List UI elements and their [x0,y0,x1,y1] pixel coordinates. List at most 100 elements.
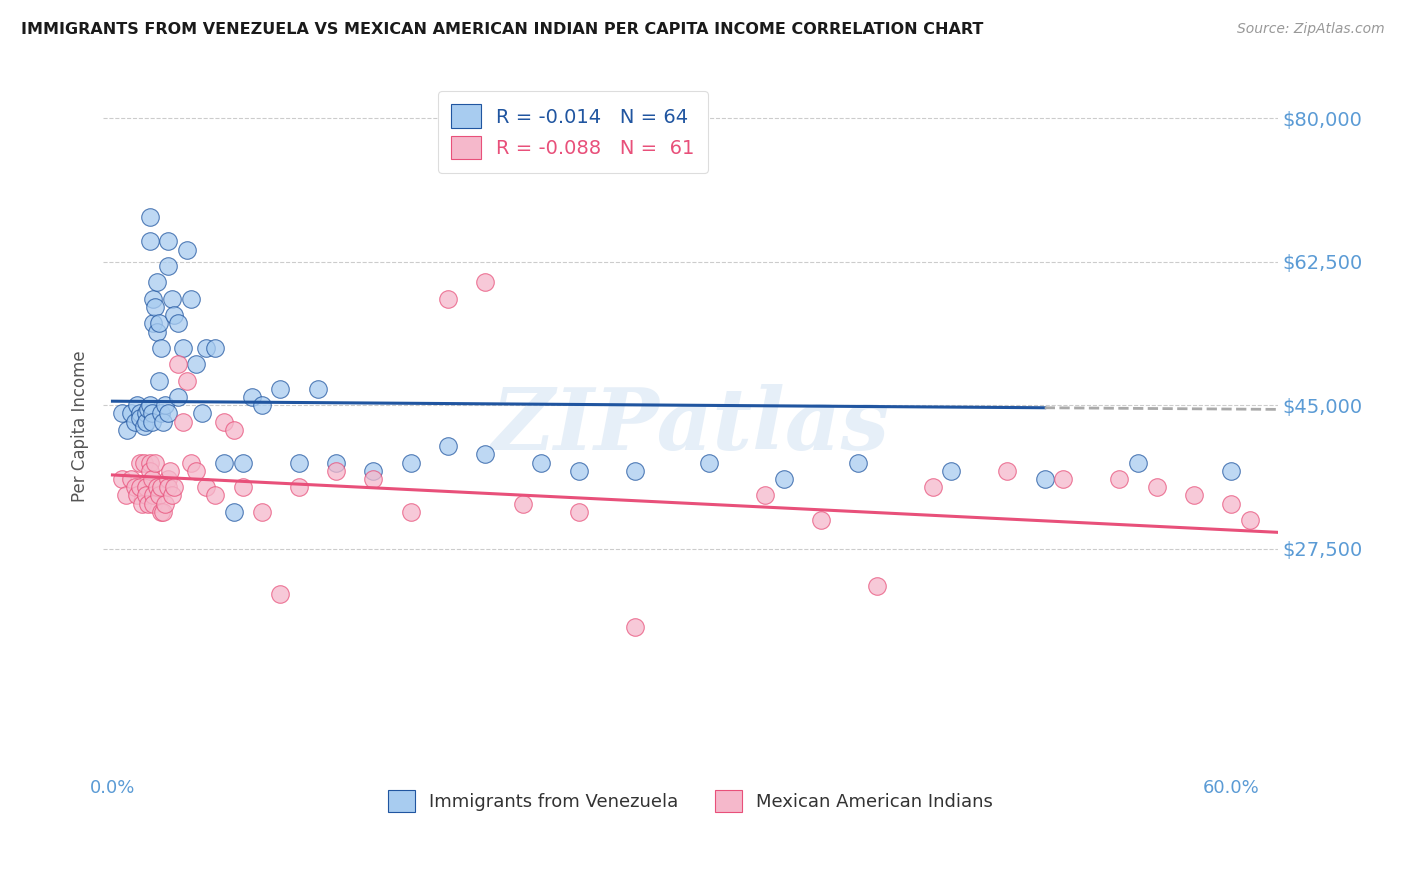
Point [166,316,188,330]
Point [124,480,146,494]
Point [129,480,152,494]
Point [139,456,162,470]
Point [157,235,180,249]
Point [623,464,645,478]
Point [363,464,385,478]
Point [568,464,591,478]
Point [149,407,172,421]
Point [117,423,139,437]
Point [142,497,165,511]
Point [1220,497,1243,511]
Point [157,259,180,273]
Point [1220,464,1243,478]
Point [160,292,183,306]
Point [148,316,170,330]
Point [204,488,226,502]
Point [474,447,496,461]
Point [269,587,291,601]
Point [111,472,134,486]
Point [111,407,134,421]
Point [754,488,776,502]
Point [141,415,163,429]
Point [530,456,553,470]
Point [1182,488,1205,502]
Point [163,480,186,494]
Point [134,418,156,433]
Point [180,292,202,306]
Point [474,276,496,290]
Point [136,497,159,511]
Point [363,472,385,486]
Point [921,480,943,494]
Point [1239,513,1261,527]
Point [139,398,162,412]
Point [288,456,311,470]
Point [307,382,329,396]
Point [176,374,198,388]
Y-axis label: Per Capita Income: Per Capita Income [72,350,89,501]
Point [240,390,263,404]
Point [512,497,534,511]
Point [186,464,208,478]
Point [125,398,148,412]
Point [176,243,198,257]
Point [325,464,347,478]
Point [124,415,146,429]
Point [772,472,794,486]
Point [288,480,311,494]
Point [941,464,963,478]
Point [149,341,172,355]
Point [149,480,172,494]
Point [148,488,170,502]
Point [810,513,832,527]
Point [146,480,169,494]
Point [399,505,422,519]
Point [143,300,166,314]
Point [1108,472,1130,486]
Point [136,402,159,417]
Point [1126,456,1149,470]
Point [232,480,254,494]
Point [1146,480,1168,494]
Point [120,472,142,486]
Point [152,415,174,429]
Point [142,292,165,306]
Point [139,235,162,249]
Point [172,415,194,429]
Point [697,456,720,470]
Point [157,472,180,486]
Point [153,497,176,511]
Point [120,407,142,421]
Point [325,456,347,470]
Point [135,488,157,502]
Point [129,456,152,470]
Point [139,210,162,224]
Point [204,341,226,355]
Point [232,456,254,470]
Point [623,619,645,633]
Point [142,316,165,330]
Point [125,488,148,502]
Point [166,390,188,404]
Point [157,407,180,421]
Point [1033,472,1056,486]
Text: ZIPatlas: ZIPatlas [491,384,890,467]
Point [166,357,188,371]
Point [157,480,180,494]
Point [399,456,422,470]
Point [141,472,163,486]
Point [135,407,157,421]
Point [114,488,136,502]
Point [163,308,186,322]
Point [437,439,460,453]
Point [142,488,165,502]
Point [148,374,170,388]
Point [214,415,236,429]
Point [186,357,208,371]
Point [153,398,176,412]
Text: IMMIGRANTS FROM VENEZUELA VS MEXICAN AMERICAN INDIAN PER CAPITA INCOME CORRELATI: IMMIGRANTS FROM VENEZUELA VS MEXICAN AME… [21,22,983,37]
Point [250,505,273,519]
Legend: Immigrants from Venezuela, Mexican American Indians: Immigrants from Venezuela, Mexican Ameri… [375,777,1005,824]
Point [214,456,236,470]
Point [1052,472,1074,486]
